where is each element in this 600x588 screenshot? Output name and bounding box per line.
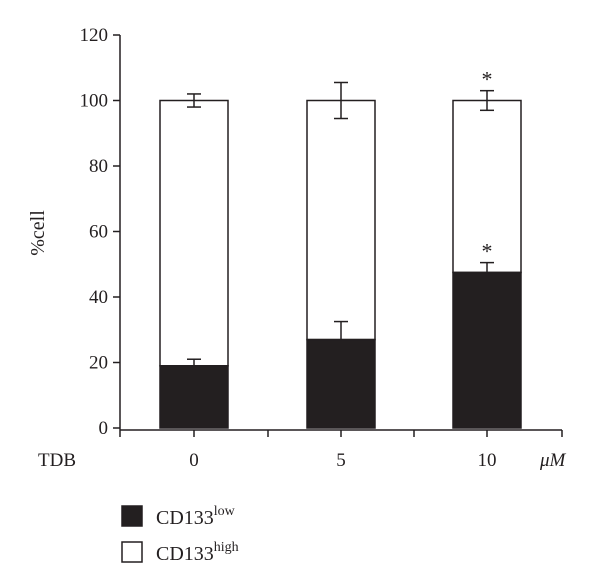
significance-low-10: * (482, 239, 493, 264)
x-axis-unit-label: μM (539, 450, 567, 471)
bar-low-0 (159, 365, 229, 429)
legend-superscript-low: low (214, 504, 236, 519)
error-bar-low-0 (187, 358, 201, 366)
y-tick-label-40: 40 (89, 287, 108, 308)
y-tick-label-120: 120 (80, 25, 109, 46)
y-tick-label-100: 100 (80, 91, 109, 112)
y-tick-label-80: 80 (89, 156, 108, 177)
y-tick-label-0: 0 (99, 418, 109, 439)
x-tick-label-5: 5 (336, 450, 346, 471)
error-bar-high-5 (334, 81, 348, 120)
bar-high-5 (306, 99, 376, 341)
legend-label-high: CD133high (156, 540, 239, 565)
y-tick-label-60: 60 (89, 222, 108, 243)
error-bar-high-10 (480, 89, 494, 112)
x-tick-label-10: 10 (478, 450, 497, 471)
legend-label-low: CD133low (156, 504, 236, 529)
bar-high-10 (452, 99, 522, 274)
significance-high-10: * (482, 67, 493, 92)
x-axis-prefix-label: TDB (38, 450, 76, 471)
bar-high-0 (159, 99, 229, 367)
legend: CD133low CD133high (121, 504, 239, 565)
y-tick-label-20: 20 (89, 353, 108, 374)
error-bar-low-10 (480, 261, 494, 273)
legend-superscript-high: high (214, 540, 239, 555)
bar-low-5 (306, 338, 376, 429)
bars: ** (159, 67, 522, 429)
error-bar-high-0 (187, 93, 201, 108)
bar-low-10 (452, 271, 522, 429)
legend-item-high: CD133high (121, 540, 239, 565)
error-bar-low-5 (334, 320, 348, 340)
legend-item-low: CD133low (121, 504, 236, 529)
legend-swatch-low (121, 505, 143, 527)
y-axis-label: %cell (27, 210, 49, 256)
x-tick-label-0: 0 (189, 450, 199, 471)
legend-swatch-high (121, 541, 143, 563)
